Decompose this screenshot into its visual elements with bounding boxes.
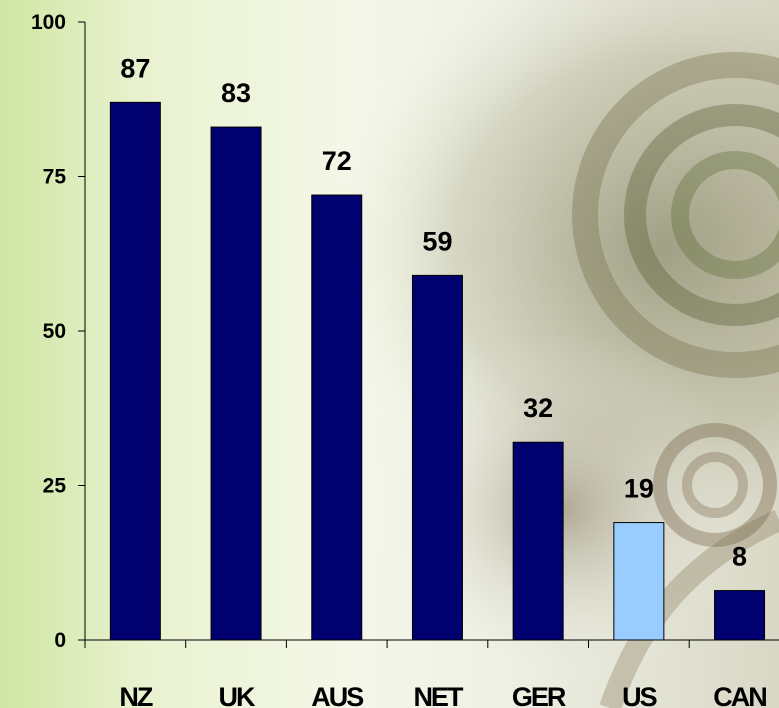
bar-net xyxy=(411,274,463,641)
x-axis: NZ UK AUS NET GER US CAN xyxy=(84,639,779,708)
bars xyxy=(109,101,766,641)
x-category-label-nz: NZ xyxy=(119,682,152,708)
bar-aus xyxy=(311,194,363,641)
data-label-us: 19 xyxy=(624,474,654,504)
data-label-uk: 83 xyxy=(221,78,251,108)
data-label-nz: 87 xyxy=(120,53,150,83)
bar-us xyxy=(613,522,665,641)
y-tick-label: 50 xyxy=(43,320,66,343)
x-category-label-aus: AUS xyxy=(311,682,363,708)
x-category-label-us: US xyxy=(622,682,656,708)
bar-can xyxy=(714,590,766,641)
y-tick-label: 75 xyxy=(43,166,67,189)
x-category-label-net: NET xyxy=(413,682,464,708)
x-category-label-ger: GER xyxy=(512,682,566,708)
data-label-net: 59 xyxy=(422,226,452,256)
y-tick-label: 25 xyxy=(43,475,67,498)
bar-uk xyxy=(210,126,262,641)
data-label-can: 8 xyxy=(732,542,747,572)
data-label-aus: 72 xyxy=(322,146,352,176)
bar-nz xyxy=(109,101,161,641)
data-labels: 87 83 72 59 32 19 8 xyxy=(120,53,747,571)
x-category-label-uk: UK xyxy=(219,682,256,708)
y-tick-label: 0 xyxy=(54,629,66,652)
y-tick-label: 100 xyxy=(31,11,66,34)
data-label-ger: 32 xyxy=(523,393,553,423)
y-axis: 0 25 50 75 100 xyxy=(31,11,86,652)
x-category-label-can: CAN xyxy=(713,682,766,708)
bar-ger xyxy=(512,441,564,641)
